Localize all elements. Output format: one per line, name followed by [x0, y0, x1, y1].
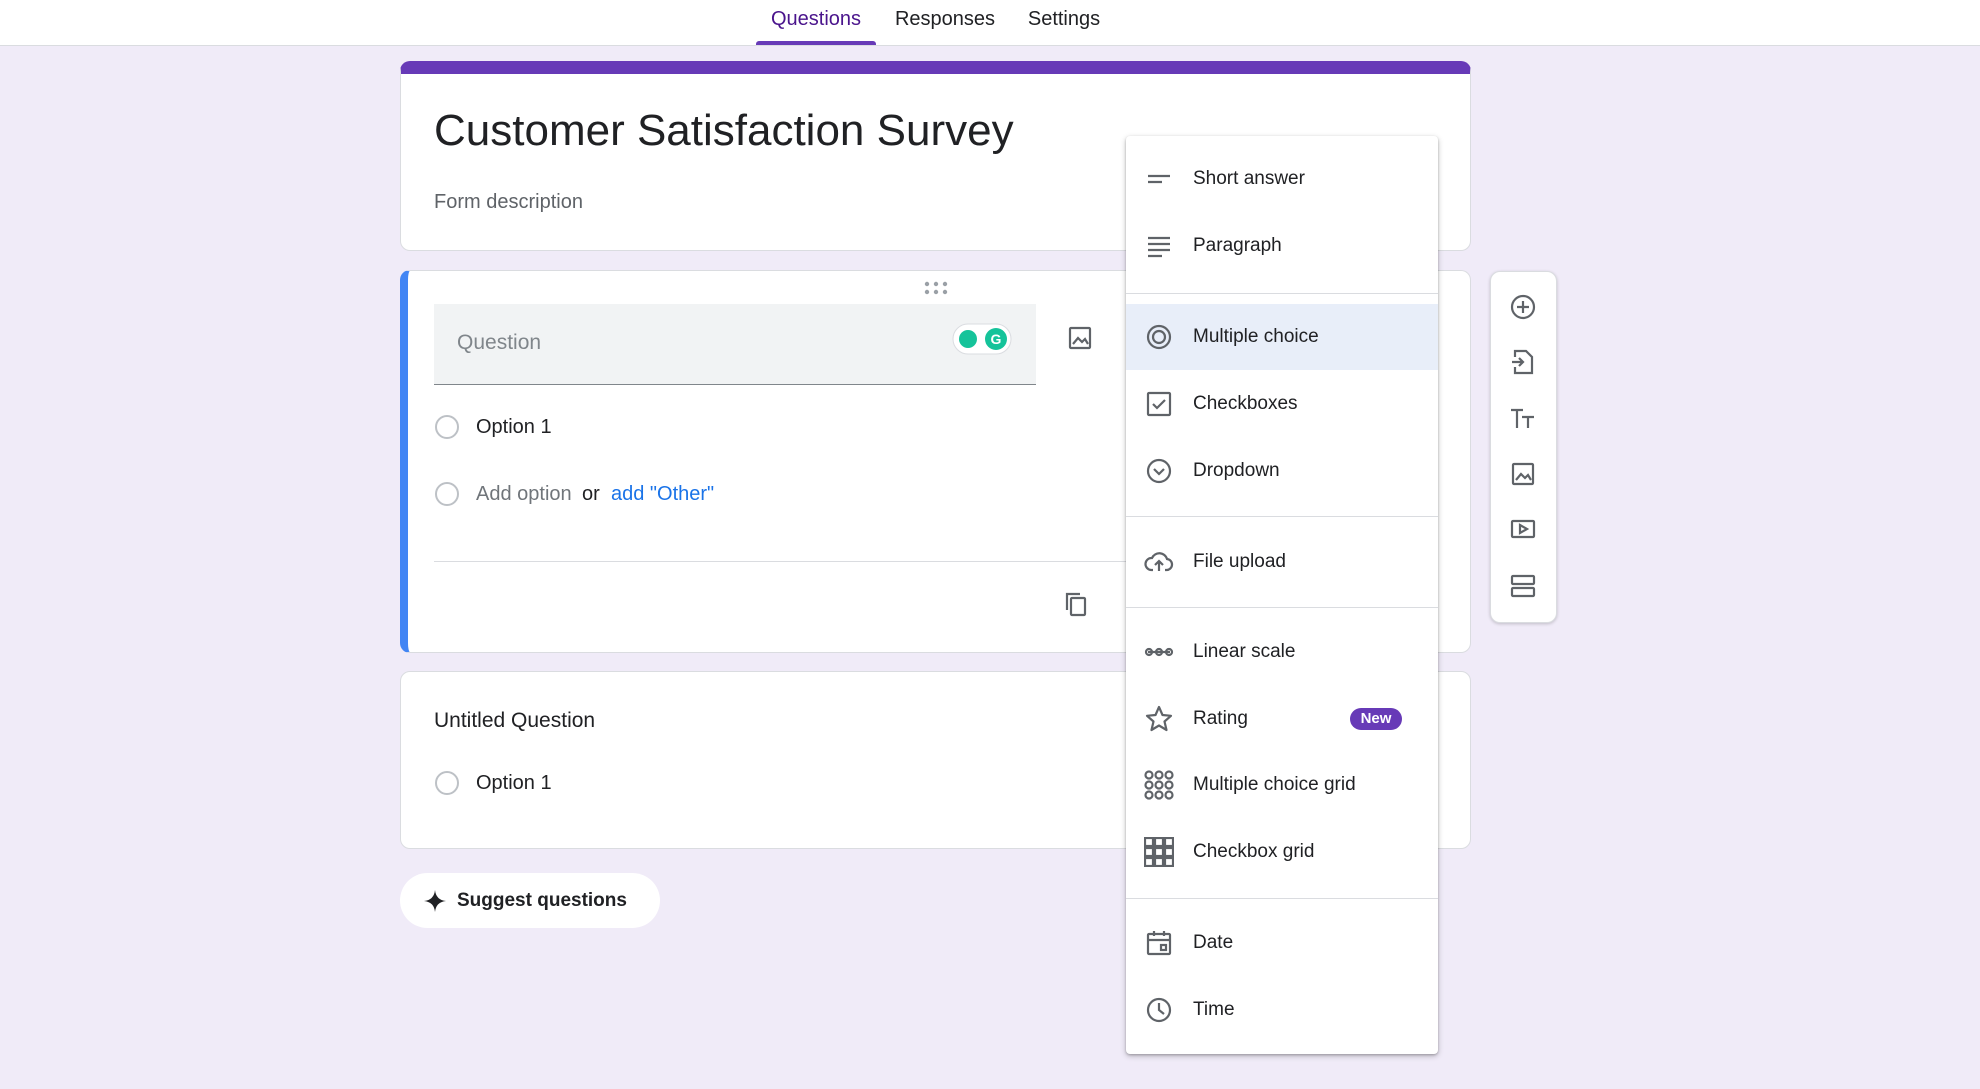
- add-other[interactable]: add "Other": [611, 483, 715, 505]
- menu-divider: [1126, 293, 1438, 294]
- question-placeholder: Question: [457, 331, 542, 354]
- add-image[interactable]: [1508, 459, 1538, 489]
- checkbox-grid-icon: [1144, 837, 1174, 867]
- upload-icon: [1144, 552, 1174, 572]
- menu-divider: [1126, 516, 1438, 517]
- menu-item[interactable]: File upload: [1126, 529, 1438, 595]
- svg-text:G: G: [991, 331, 1002, 347]
- menu-item[interactable]: Multiple choice grid: [1126, 752, 1438, 818]
- toolbar: [1490, 271, 1557, 623]
- menu-label: Rating: [1193, 708, 1248, 729]
- divider: [434, 561, 1134, 562]
- radio-icon: [1146, 324, 1172, 350]
- add-option[interactable]: Add option: [476, 483, 572, 505]
- add-title[interactable]: [1508, 403, 1538, 433]
- menu-item[interactable]: Time: [1126, 977, 1438, 1043]
- menu-item[interactable]: Date: [1126, 910, 1438, 976]
- menu-label: Checkboxes: [1193, 393, 1298, 414]
- or-text: or: [582, 483, 600, 505]
- clock-icon: [1146, 997, 1172, 1023]
- menu-item[interactable]: Short answer: [1126, 146, 1438, 212]
- grammarly-icons: G: [952, 323, 1012, 355]
- menu-label: Short answer: [1193, 168, 1305, 189]
- option-label[interactable]: Option 1: [476, 416, 552, 438]
- form-description[interactable]: Form description: [434, 191, 583, 213]
- menu-divider: [1126, 898, 1438, 899]
- menu-item[interactable]: Checkboxes: [1126, 371, 1438, 437]
- suggest-label: Suggest questions: [457, 890, 627, 911]
- menu-label: Multiple choice: [1193, 326, 1319, 347]
- add-section[interactable]: [1508, 571, 1538, 601]
- star-icon: [1145, 705, 1173, 732]
- tab[interactable]: Questions: [770, 8, 862, 30]
- menu-label: Date: [1193, 932, 1234, 953]
- menu-item[interactable]: Multiple choice: [1126, 304, 1438, 370]
- radio: [435, 482, 459, 506]
- question-title[interactable]: Untitled Question: [434, 709, 596, 732]
- import-questions[interactable]: [1508, 347, 1538, 377]
- suggest-button[interactable]: [400, 873, 660, 928]
- menu-label: Multiple choice grid: [1193, 774, 1356, 795]
- add-question[interactable]: [1508, 292, 1538, 322]
- drag-handle: [924, 281, 948, 295]
- menu-item[interactable]: Paragraph: [1126, 213, 1438, 279]
- sparkle-icon: [424, 890, 446, 912]
- paragraph-icon: [1148, 236, 1170, 258]
- tab-indicator: [756, 41, 876, 45]
- menu-label: Paragraph: [1193, 235, 1282, 256]
- menu-label: Checkbox grid: [1193, 841, 1315, 862]
- tab[interactable]: Settings: [1027, 8, 1101, 30]
- menu-label: Time: [1193, 999, 1235, 1020]
- grid-icon: [1144, 770, 1174, 800]
- option-label[interactable]: Option 1: [476, 772, 552, 794]
- radio[interactable]: [435, 771, 459, 795]
- duplicate-icon[interactable]: [1061, 589, 1091, 619]
- image-icon[interactable]: [1065, 323, 1095, 353]
- question-type-menu: Short answer Paragraph Multiple choice C…: [1126, 136, 1438, 1054]
- menu-item[interactable]: Checkbox grid: [1126, 819, 1438, 885]
- menu-item[interactable]: Rating New: [1126, 686, 1438, 752]
- menu-item[interactable]: Dropdown: [1126, 438, 1438, 504]
- short-answer-icon: [1148, 174, 1170, 184]
- dropdown-icon: [1146, 458, 1172, 484]
- top-bar: [0, 0, 1980, 46]
- menu-item[interactable]: Linear scale: [1126, 619, 1438, 685]
- form-title[interactable]: Customer Satisfaction Survey: [434, 106, 1014, 155]
- menu-label: File upload: [1193, 551, 1286, 572]
- calendar-icon: [1146, 931, 1172, 956]
- menu-label: Dropdown: [1193, 460, 1280, 481]
- menu-divider: [1126, 607, 1438, 608]
- add-video[interactable]: [1508, 514, 1538, 544]
- radio[interactable]: [435, 415, 459, 439]
- tab[interactable]: Responses: [894, 8, 996, 30]
- linear-scale-icon: [1144, 647, 1174, 657]
- new-badge: New: [1350, 708, 1402, 730]
- menu-label: Linear scale: [1193, 641, 1296, 662]
- checkbox-icon: [1146, 391, 1172, 417]
- question-input[interactable]: [434, 304, 1036, 385]
